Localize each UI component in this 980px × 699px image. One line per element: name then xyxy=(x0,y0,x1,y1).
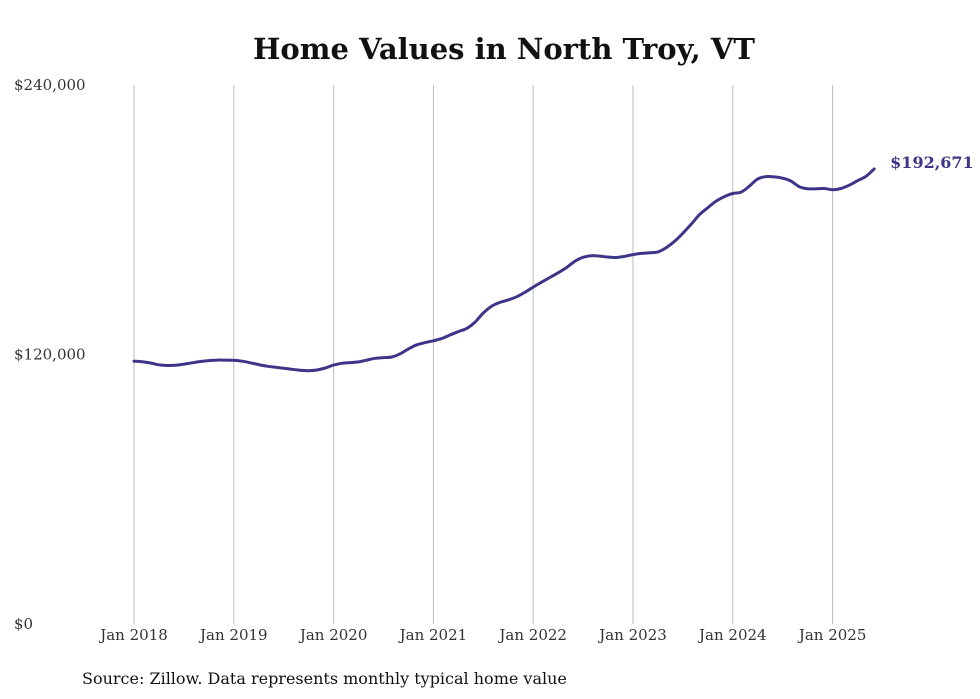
end-value-label: $192,671 xyxy=(890,153,974,172)
x-axis-ticks: Jan 2018 Jan 2019 Jan 2020 Jan 2021 Jan 2022… xyxy=(98,626,866,644)
y-tick-label: $120,000 xyxy=(14,346,86,364)
source-note: Source: Zillow. Data represents monthly … xyxy=(82,669,567,688)
series-line-0 xyxy=(132,167,876,373)
x-tick-label: Jan 2020 xyxy=(298,626,368,644)
x-tick-label: Jan 2021 xyxy=(398,626,468,644)
x-tick-label: Jan 2023 xyxy=(597,626,667,644)
x-tick-label: Jan 2018 xyxy=(98,626,168,644)
x-tick-label: Jan 2019 xyxy=(198,626,268,644)
y-tick-label: $240,000 xyxy=(14,76,86,94)
x-tick-label: Jan 2022 xyxy=(497,626,567,644)
chart-title: Home Values in North Troy, VT xyxy=(253,32,755,66)
y-axis-ticks: $0 $120,000 $240,000 xyxy=(14,76,86,633)
gridlines xyxy=(133,85,834,624)
y-tick-label: $0 xyxy=(14,615,33,633)
x-tick-label: Jan 2025 xyxy=(797,626,867,644)
x-tick-label: Jan 2024 xyxy=(697,626,767,644)
series-layer xyxy=(132,167,876,373)
